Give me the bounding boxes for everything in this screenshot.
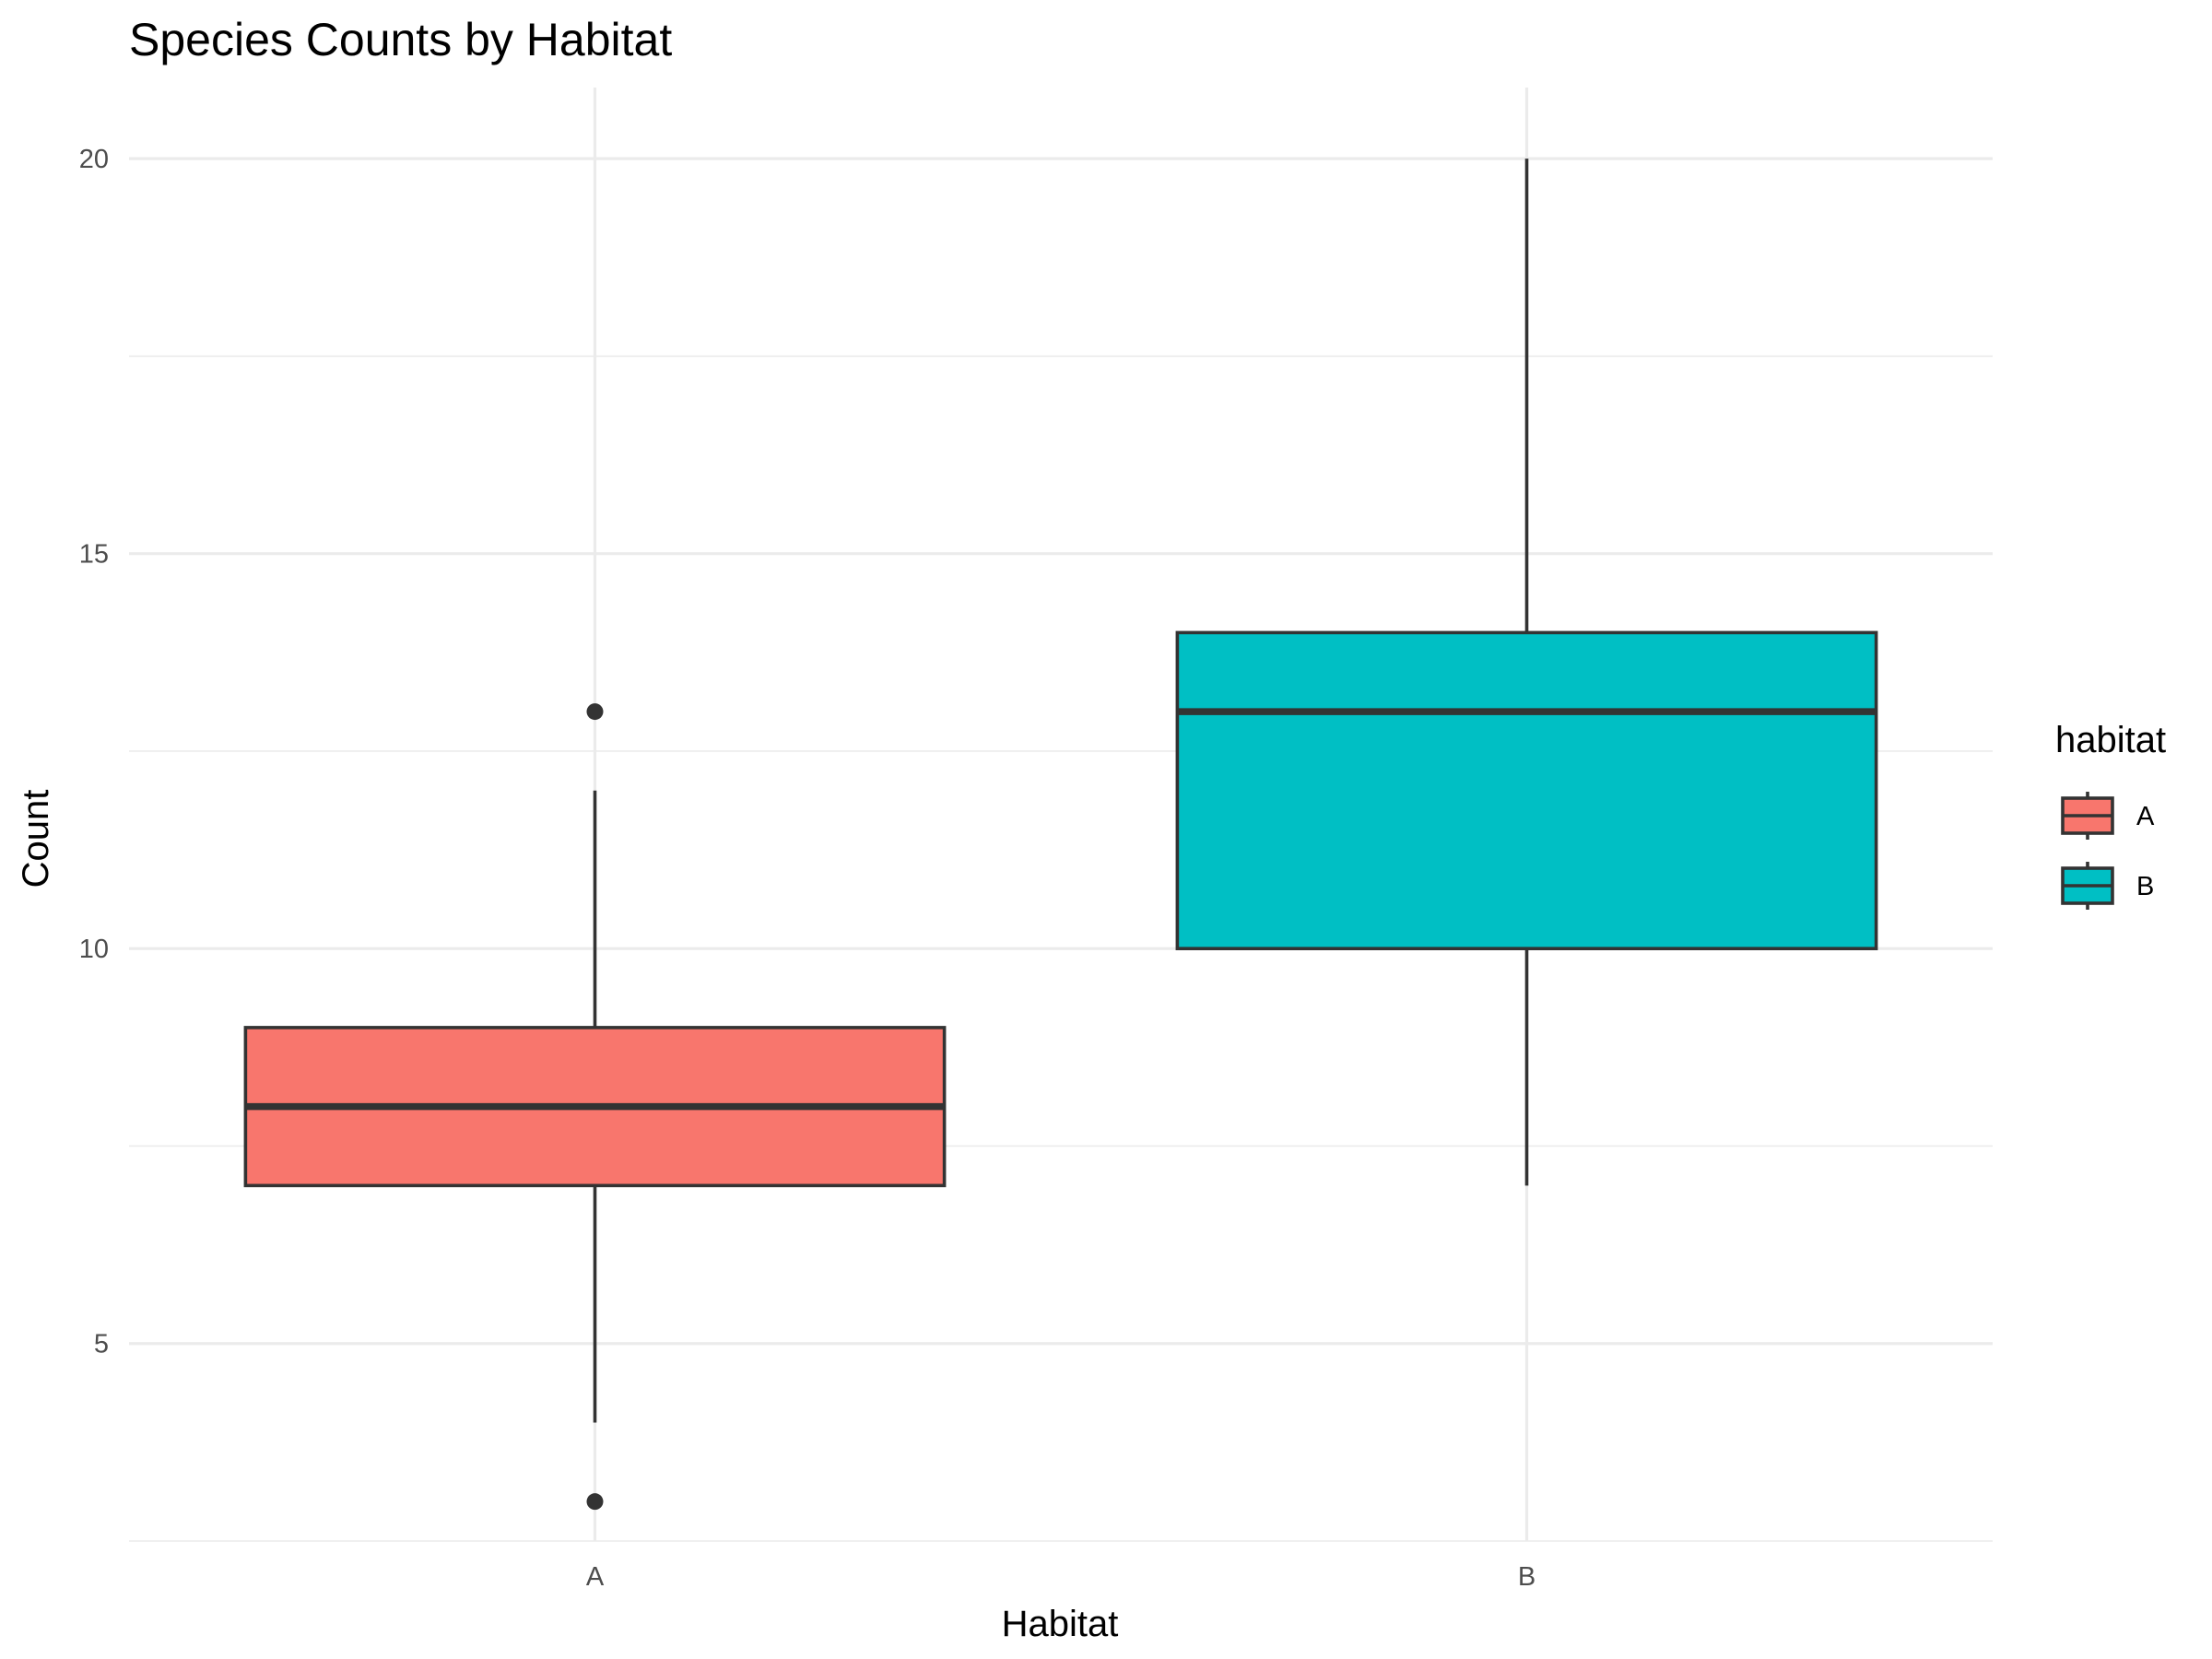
y-tick-label: 15 <box>79 540 109 570</box>
legend-title: habitat <box>2055 720 2166 760</box>
chart-title: Species Counts by Habitat <box>129 14 672 65</box>
marks-layer <box>243 159 1878 1511</box>
x-tick-label: B <box>1518 1562 1535 1592</box>
box-group-A <box>243 703 947 1511</box>
y-tick-label: 20 <box>79 145 109 174</box>
outlier-point <box>586 1493 604 1511</box>
legend-label: B <box>2136 872 2154 901</box>
y-axis-title: Count <box>16 790 56 888</box>
labels-layer: Species Counts by Habitat Habitat Count … <box>16 14 1535 1644</box>
y-tick-label: 5 <box>94 1330 109 1359</box>
legend-item-B: B <box>2061 862 2154 910</box>
legend-item-A: A <box>2061 792 2155 840</box>
legend: habitat A B <box>2055 720 2166 910</box>
y-tick-label: 10 <box>79 935 109 964</box>
x-tick-label: A <box>586 1562 605 1592</box>
legend-label: A <box>2136 802 2155 831</box>
outlier-point <box>586 703 604 721</box>
x-axis-title: Habitat <box>1002 1604 1119 1644</box>
box-iqr <box>1175 630 1878 951</box>
box-group-B <box>1175 159 1878 1186</box>
